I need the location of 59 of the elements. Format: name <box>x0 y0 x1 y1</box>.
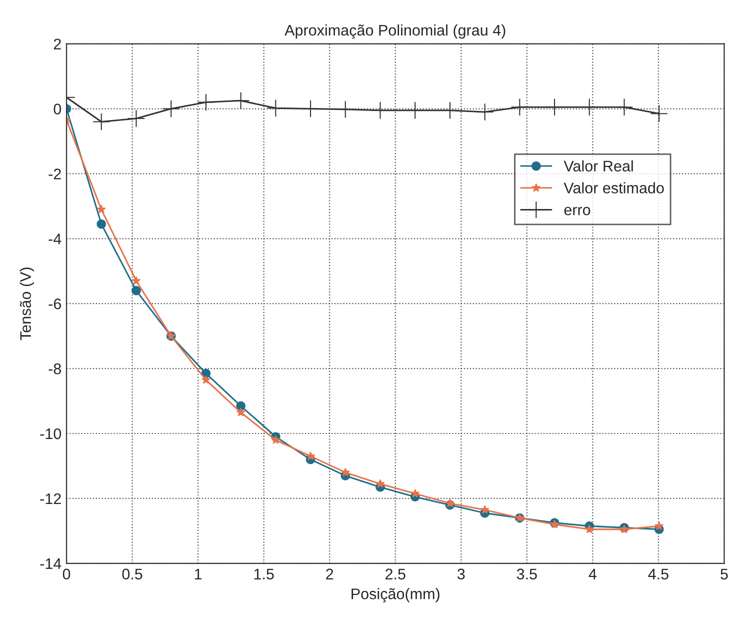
point <box>376 479 385 488</box>
point <box>476 103 494 121</box>
point <box>340 468 350 476</box>
point <box>96 204 106 214</box>
x-axis-title: Posição(mm) <box>352 588 440 602</box>
point <box>480 505 490 514</box>
point <box>197 93 215 112</box>
x-tick-label: 2.5 <box>386 568 406 580</box>
point <box>302 100 320 118</box>
point <box>336 100 354 118</box>
point <box>580 98 598 116</box>
legend-label: erro <box>564 206 590 216</box>
point <box>127 110 146 128</box>
y-tick-label: 0 <box>54 104 62 114</box>
point <box>236 401 246 411</box>
point <box>132 276 141 285</box>
y-axis-title: Tensão (V) <box>20 268 34 340</box>
y-tick-label: -14 <box>40 558 62 569</box>
point <box>546 98 564 116</box>
y-tick-label: -8 <box>48 363 61 374</box>
point <box>132 286 141 296</box>
legend-label: Valor Real <box>564 160 633 172</box>
point <box>371 102 390 120</box>
point <box>162 100 180 118</box>
point <box>650 104 668 122</box>
legend-label: Valor estimado <box>564 182 664 194</box>
point <box>615 98 634 116</box>
x-tick-label: 1.5 <box>254 568 274 580</box>
point <box>96 219 106 229</box>
point <box>406 102 424 120</box>
point <box>266 99 285 117</box>
point <box>232 92 250 110</box>
y-tick-label: -2 <box>48 168 61 180</box>
x-tick-label: 4 <box>588 568 596 580</box>
y-tick-label: -6 <box>48 298 61 310</box>
x-tick-label: 0 <box>62 568 70 580</box>
point <box>441 102 459 120</box>
point <box>584 524 594 534</box>
chart-title: Aproximação Polinomial (grau 4) <box>284 24 506 39</box>
x-tick-label: 3.5 <box>516 568 537 580</box>
y-tick-label: -10 <box>40 428 62 440</box>
point <box>92 112 110 131</box>
point <box>236 408 246 416</box>
x-tick-label: 3 <box>457 568 465 580</box>
x-tick-label: 0.5 <box>122 568 142 580</box>
x-tick-label: 2 <box>326 568 334 580</box>
y-tick-label: -12 <box>40 493 61 504</box>
x-tick-label: 5 <box>720 568 728 580</box>
y-tick-label: -4 <box>48 234 62 244</box>
point <box>271 435 280 444</box>
point <box>410 488 420 498</box>
point <box>654 521 664 530</box>
point <box>445 498 454 508</box>
y-tick-label: 2 <box>54 38 61 50</box>
point <box>306 452 316 460</box>
x-tick-label: 1 <box>194 568 202 580</box>
point <box>510 98 529 116</box>
x-tick-label: 4.5 <box>648 568 668 580</box>
point <box>201 375 210 384</box>
